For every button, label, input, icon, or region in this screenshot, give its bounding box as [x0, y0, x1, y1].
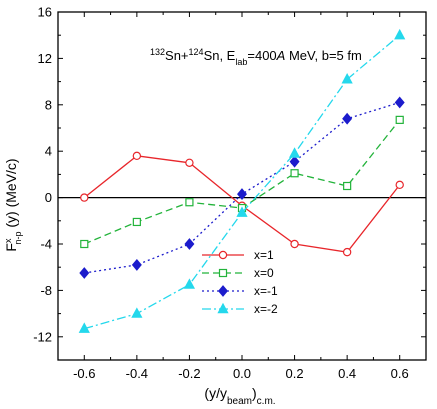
- y-tick-label: -8: [40, 283, 52, 298]
- x-tick-label: 0.6: [391, 366, 409, 381]
- x-tick-label: 0.2: [286, 366, 304, 381]
- legend-label: x=-1: [254, 284, 278, 298]
- series-group: [80, 30, 405, 332]
- data-point: [133, 152, 140, 159]
- series-line: [84, 120, 399, 244]
- data-point: [186, 159, 193, 166]
- chart-annotation: 132Sn+124Sn, Elab=400A MeV, b=5 fm: [150, 47, 362, 67]
- data-point: [133, 260, 141, 270]
- legend-label: x=1: [254, 248, 274, 262]
- x-tick-label: 0.0: [233, 366, 251, 381]
- x-tick-label: -0.2: [178, 366, 200, 381]
- data-point: [343, 74, 352, 83]
- legend-marker: [220, 270, 227, 277]
- annotation-sup-a: 132: [150, 47, 165, 57]
- annotation-sup-b: 124: [189, 47, 204, 57]
- y-tick-label: -12: [33, 329, 52, 344]
- x-axis-label: (y/ybeam)c.m.: [204, 385, 275, 407]
- data-point: [186, 199, 193, 206]
- y-axis-label-sub: n-p: [13, 232, 23, 245]
- annotation-part-c: =400: [247, 48, 276, 63]
- legend-label: x=-2: [254, 302, 278, 316]
- series-4: [80, 30, 405, 332]
- data-point: [81, 241, 88, 248]
- data-point: [290, 149, 299, 158]
- data-point: [396, 97, 404, 107]
- data-point: [80, 268, 88, 278]
- series-2: [81, 116, 403, 247]
- series-3: [80, 97, 404, 278]
- annotation-italic-a: A: [276, 48, 286, 63]
- y-tick-label: 16: [38, 5, 52, 20]
- legend-entry: x=-2: [202, 302, 278, 316]
- x-tick-label: -0.6: [73, 366, 95, 381]
- legend-entry: x=1: [202, 248, 274, 262]
- series-line: [84, 102, 399, 273]
- annotation-sub-lab: lab: [235, 57, 247, 67]
- data-point: [291, 240, 298, 247]
- legend-entry: x=0: [202, 266, 274, 280]
- y-axis-label-rest: (y) (MeV/c): [3, 158, 19, 231]
- annotation-part-d: MeV, b=5 fm: [285, 48, 361, 63]
- x-tick-label: -0.4: [126, 366, 148, 381]
- x-axis-label-sub-cm: c.m.: [257, 396, 276, 407]
- legend-marker: [218, 304, 227, 313]
- data-point: [396, 181, 403, 188]
- x-axis-label-main: (y/y: [204, 385, 227, 401]
- annotation-part-a: Sn+: [165, 48, 189, 63]
- data-point: [185, 239, 193, 249]
- legend-label: x=0: [254, 266, 274, 280]
- data-point: [132, 309, 141, 318]
- y-axis-label-sup: x: [3, 238, 13, 243]
- data-point: [344, 249, 351, 256]
- data-point: [396, 116, 403, 123]
- data-point: [291, 170, 298, 177]
- data-point: [81, 194, 88, 201]
- annotation-part-b: Sn, E: [204, 48, 236, 63]
- legend-entry: x=-1: [202, 284, 278, 298]
- y-tick-label: -4: [40, 237, 52, 252]
- legend-marker: [219, 286, 227, 296]
- y-axis-label: Fxn-p (y) (MeV/c): [3, 158, 23, 251]
- data-point: [343, 114, 351, 124]
- series-line: [84, 35, 399, 328]
- legend-marker: [219, 251, 226, 258]
- legend: x=1 x=0 x=-1 x=-2: [202, 248, 278, 316]
- data-point: [344, 183, 351, 190]
- y-tick-label: 8: [45, 97, 52, 112]
- x-tick-label: 0.4: [338, 366, 356, 381]
- data-point: [395, 30, 404, 39]
- y-tick-label: 4: [45, 144, 52, 159]
- x-axis-label-sub-beam: beam: [227, 396, 252, 407]
- y-tick-label: 0: [45, 190, 52, 205]
- data-point: [133, 218, 140, 225]
- data-point: [290, 157, 298, 167]
- y-tick-label: 12: [38, 51, 52, 66]
